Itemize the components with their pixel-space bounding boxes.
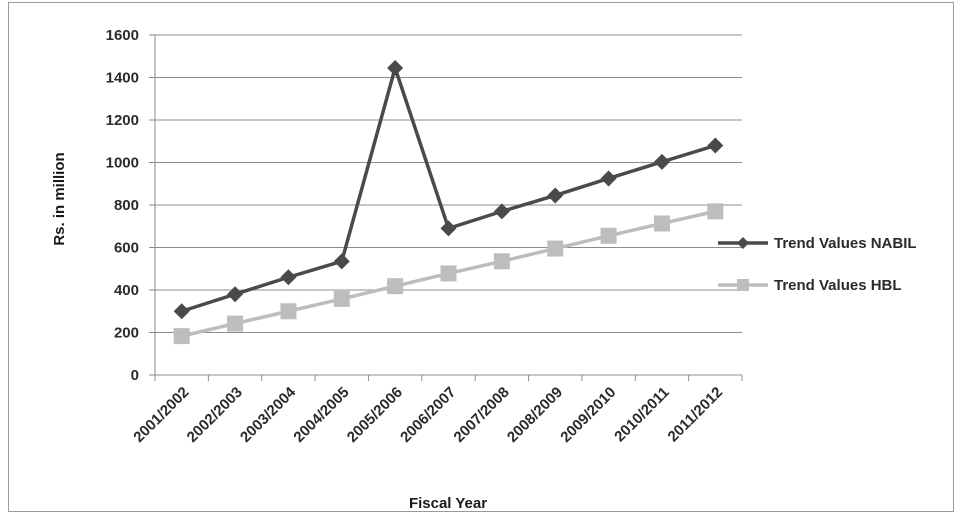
series-nabil (173, 59, 724, 320)
data-point-marker (227, 315, 244, 332)
x-tick-label: 2004/2005 (290, 384, 352, 446)
x-tick-label: 2011/2012 (665, 384, 727, 446)
data-point-marker (280, 303, 297, 320)
legend-entry: Trend Values NABIL (718, 235, 917, 252)
legend-label: Trend Values HBL (774, 277, 902, 294)
gridlines (155, 34, 742, 333)
data-point-marker (440, 265, 457, 282)
data-point-marker (387, 59, 404, 76)
y-tick-label: 400 (114, 282, 139, 299)
legend-marker (737, 237, 749, 249)
data-point-marker (653, 215, 670, 232)
x-tick-label: 2005/2006 (344, 384, 406, 446)
x-axis-title: Fiscal Year (409, 495, 487, 512)
y-tick-labels: 0 200 400 600 800 1000 1200 1400 1600 (106, 27, 139, 384)
legend-entry: Trend Values HBL (718, 277, 902, 294)
x-tick-label: 2003/2004 (237, 383, 300, 446)
y-tick-label: 1600 (106, 27, 139, 44)
y-tick-label: 0 (131, 367, 139, 384)
x-tick-label: 2009/2010 (557, 384, 619, 446)
x-tick-label: 2006/2007 (397, 384, 459, 446)
x-tick-label: 2001/2002 (130, 384, 192, 446)
legend-label: Trend Values NABIL (774, 235, 917, 252)
y-axis-title: Rs. in million (51, 152, 68, 245)
axes (149, 34, 743, 381)
data-point-marker (173, 328, 190, 345)
y-tick-label: 200 (114, 325, 139, 342)
legend: Trend Values NABIL Trend Values HBL (718, 235, 917, 294)
series-layer (173, 59, 724, 345)
x-tick-label: 2010/2011 (611, 384, 673, 446)
x-tick-labels: 2001/20022002/20032003/20042004/20052005… (130, 383, 726, 446)
data-point-marker (547, 240, 564, 257)
data-point-marker (280, 269, 297, 286)
data-point-marker (493, 253, 510, 270)
data-point-marker (653, 153, 670, 170)
x-tick-label: 2008/2009 (504, 384, 566, 446)
y-tick-label: 600 (114, 240, 139, 257)
data-point-marker (600, 227, 617, 244)
legend-marker (737, 279, 749, 291)
data-point-marker (707, 203, 724, 220)
data-point-marker (333, 290, 350, 307)
data-point-marker (440, 220, 457, 237)
data-point-marker (173, 303, 190, 320)
data-point-marker (493, 203, 510, 220)
data-point-marker (547, 187, 564, 204)
series-hbl (173, 203, 724, 345)
x-tick-label: 2007/2008 (451, 384, 513, 446)
data-point-marker (600, 170, 617, 187)
y-tick-label: 800 (114, 197, 139, 214)
chart-frame (8, 2, 954, 512)
data-point-marker (333, 253, 350, 270)
data-point-marker (387, 278, 404, 295)
y-tick-label: 1000 (106, 155, 139, 172)
x-tick-label: 2002/2003 (184, 384, 246, 446)
data-point-marker (227, 286, 244, 303)
y-tick-label: 1400 (106, 70, 139, 87)
y-tick-label: 1200 (106, 112, 139, 129)
data-point-marker (707, 137, 724, 154)
